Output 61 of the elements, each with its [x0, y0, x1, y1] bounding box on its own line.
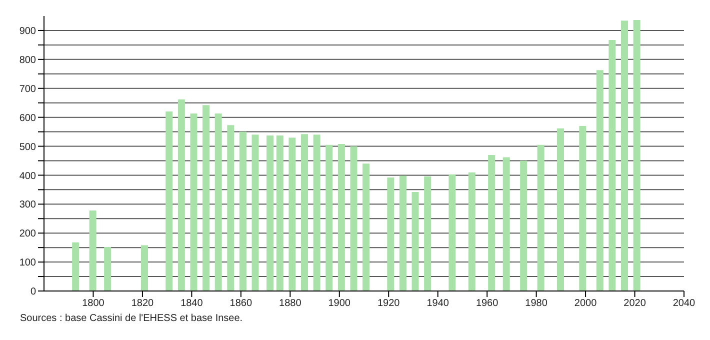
bar — [412, 192, 419, 291]
bar — [239, 132, 246, 291]
bar — [141, 245, 148, 291]
bar — [537, 144, 544, 291]
y-tick-label: 800 — [19, 54, 36, 66]
bar — [362, 164, 370, 291]
bar — [633, 20, 640, 291]
bar — [89, 210, 96, 291]
bar — [227, 125, 234, 291]
bar — [448, 174, 456, 291]
y-tick-label: 200 — [19, 228, 36, 240]
bar — [557, 128, 564, 291]
x-tick-label: 2000 — [574, 298, 598, 310]
x-tick-label: 1980 — [525, 298, 548, 310]
x-tick-label: 2020 — [624, 298, 646, 310]
y-tick-label: 300 — [19, 200, 36, 211]
bar — [502, 157, 510, 291]
bar — [190, 114, 198, 291]
bar — [520, 160, 528, 291]
bar — [424, 176, 432, 291]
bar — [301, 134, 308, 291]
bar — [608, 40, 616, 291]
bar — [338, 144, 345, 291]
bar — [488, 154, 496, 291]
bar — [468, 172, 476, 291]
x-tick-label: 1800 — [82, 298, 105, 310]
y-tick-label: 400 — [19, 170, 36, 182]
y-tick-label: 700 — [19, 84, 36, 95]
bar — [252, 134, 259, 291]
x-tick-label: 1940 — [426, 298, 450, 310]
x-tick-label: 1960 — [476, 298, 499, 310]
bar — [288, 138, 296, 291]
bar — [276, 136, 284, 291]
bar — [326, 144, 333, 291]
x-tick-label: 1920 — [377, 298, 400, 310]
y-tick-label: 500 — [19, 142, 36, 153]
x-tick-label: 2040 — [672, 298, 696, 310]
y-tick-label: 0 — [30, 286, 36, 298]
bar — [399, 176, 406, 291]
bar — [350, 146, 358, 291]
x-tick-label: 1840 — [180, 298, 204, 310]
bar — [621, 20, 628, 291]
y-tick-label: 600 — [19, 112, 36, 124]
bar — [202, 105, 210, 291]
bar — [178, 99, 185, 291]
bar — [72, 242, 80, 291]
bar — [166, 112, 173, 291]
x-tick-label: 1860 — [230, 298, 252, 310]
bar — [596, 70, 604, 291]
y-tick-label: 900 — [19, 26, 36, 38]
source-note: Sources : base Cassini de l'EHESS et base Insee. — [20, 313, 244, 324]
x-tick-label: 1880 — [279, 298, 302, 310]
bar — [266, 136, 274, 291]
x-tick-label: 1820 — [131, 298, 154, 310]
y-tick-label: 100 — [19, 258, 36, 269]
bar — [214, 114, 222, 291]
bar — [313, 134, 320, 291]
bar — [579, 126, 586, 291]
x-tick-label: 1900 — [328, 298, 351, 310]
bar — [104, 247, 112, 291]
bar — [387, 178, 394, 291]
